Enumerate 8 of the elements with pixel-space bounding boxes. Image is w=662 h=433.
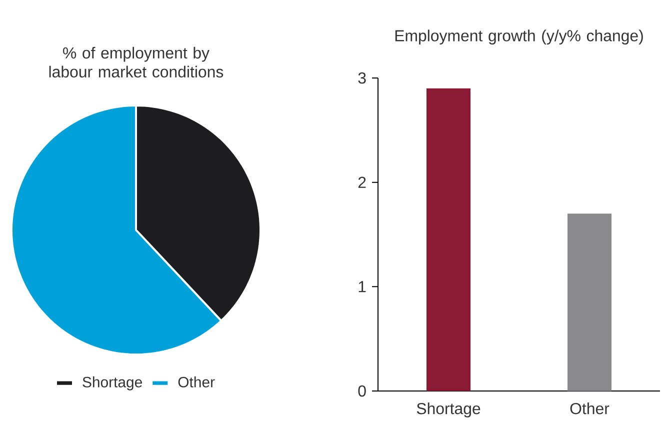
y-tick-label: 1 bbox=[358, 281, 366, 292]
y-tick-label: 0 bbox=[358, 385, 366, 397]
chart-title: % of employment by labour market conditions bbox=[49, 46, 224, 78]
legend-label: Shortage bbox=[82, 376, 142, 390]
y-tick-label: 3 bbox=[358, 72, 366, 84]
y-tick-label: 2 bbox=[358, 176, 366, 188]
legend-label: Other bbox=[178, 376, 215, 388]
chart-title: Employment growth (y/y% change) bbox=[395, 30, 643, 45]
